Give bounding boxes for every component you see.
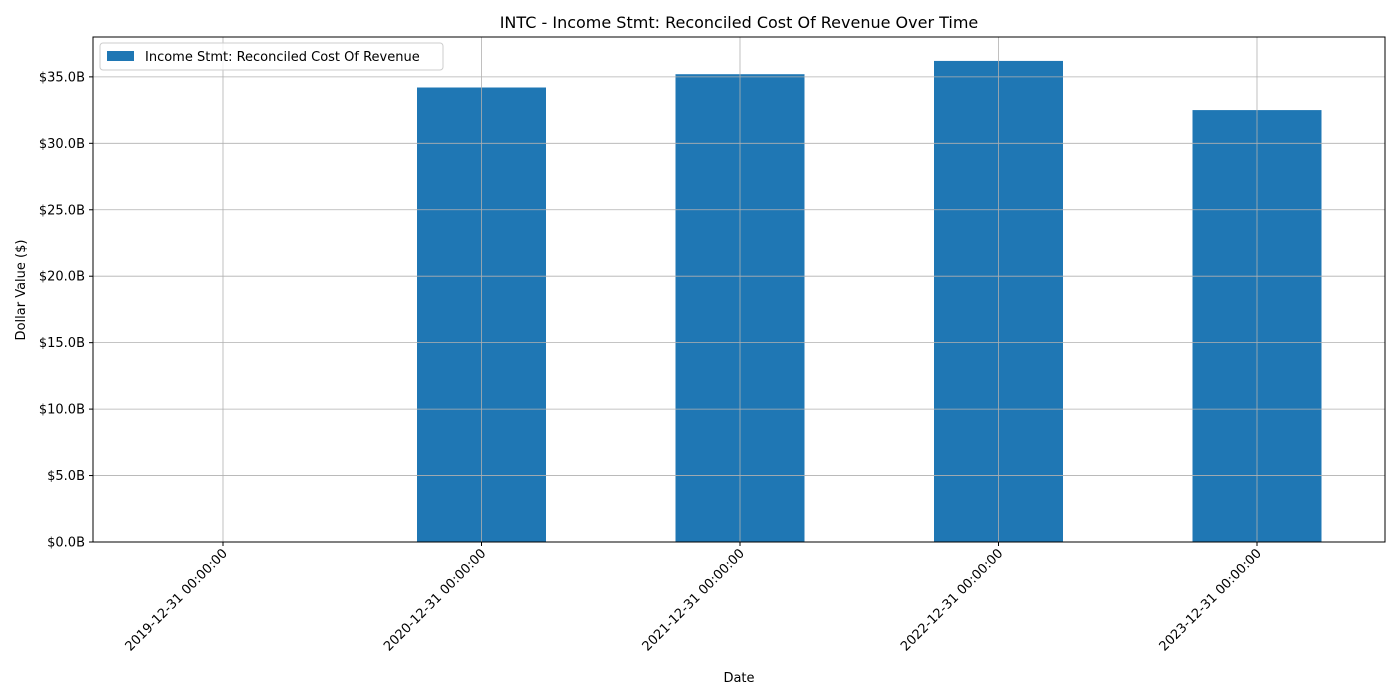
y-axis-label: Dollar Value ($) <box>14 240 29 341</box>
legend-swatch <box>107 51 134 61</box>
legend: Income Stmt: Reconciled Cost Of Revenue <box>99 42 444 71</box>
plot-frame <box>92 36 1386 543</box>
y-tick-label: $15.0B <box>39 336 85 351</box>
y-axis: $0.0B $5.0B $10.0B $15.0B $20.0B $25.0B $30.0B… <box>39 70 93 551</box>
legend-label: Income Stmt: Reconciled Cost Of Revenue <box>145 50 420 65</box>
legend-box <box>99 42 444 71</box>
y-tick-label: $5.0B <box>47 469 85 484</box>
y-tick-label: $30.0B <box>39 137 85 152</box>
grid <box>93 37 1385 543</box>
y-tick-label: $35.0B <box>39 70 85 85</box>
y-tick-label: $25.0B <box>39 203 85 218</box>
y-tick-label: $20.0B <box>39 270 85 285</box>
y-tick-label: $0.0B <box>47 536 85 551</box>
y-tick-label: $10.0B <box>39 403 85 418</box>
x-axis-label: Date <box>723 671 754 686</box>
chart-title: INTC - Income Stmt: Reconciled Cost Of R… <box>500 13 979 32</box>
